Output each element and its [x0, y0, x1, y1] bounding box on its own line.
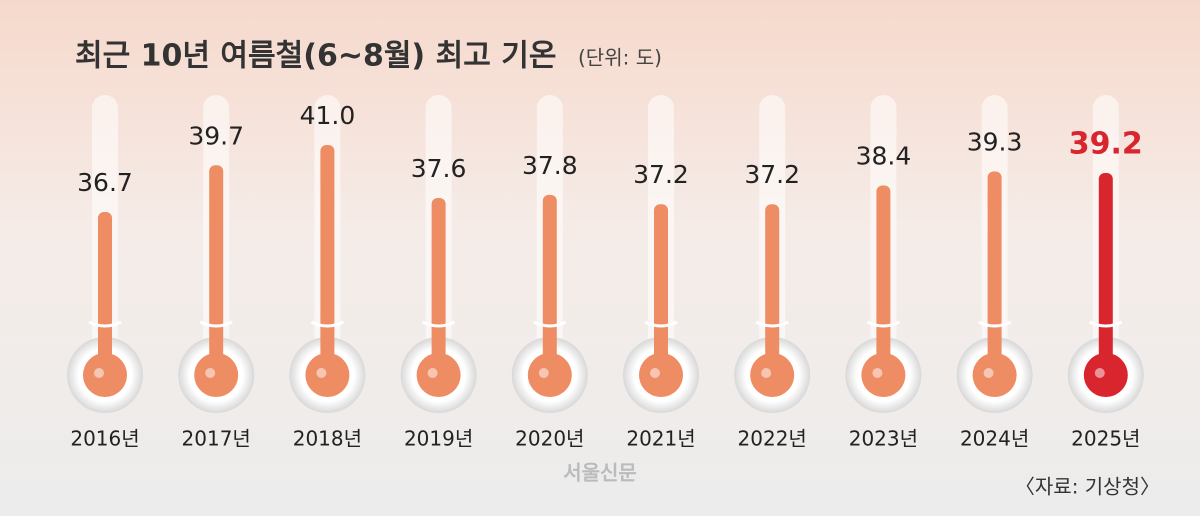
tube: [320, 145, 335, 375]
value-label: 39.2: [1069, 127, 1143, 162]
bulb-shine: [538, 368, 549, 378]
tube-break: [644, 320, 678, 328]
x-tick-label: 2016년: [70, 427, 139, 451]
x-tick-label: 2021년: [626, 427, 695, 451]
credit: 서울신문: [563, 461, 637, 485]
bulb-shine: [983, 368, 994, 378]
bulb-shine: [316, 368, 327, 378]
unit-label: (단위: 도): [578, 46, 662, 70]
x-tick-label: 2020년: [515, 427, 584, 451]
value-label: 39.7: [188, 121, 244, 150]
x-tick-label: 2023년: [849, 427, 918, 451]
bulb-shine: [94, 368, 104, 378]
bulb: [83, 353, 127, 397]
bulb-shine: [872, 368, 883, 378]
value-label: 39.3: [967, 127, 1023, 156]
tube-break: [88, 320, 122, 328]
bulb-shine: [427, 368, 438, 378]
value-label: 41.0: [300, 101, 356, 130]
value-label: 37.6: [411, 154, 467, 183]
value-label: 38.4: [856, 142, 912, 171]
tube-break: [421, 320, 456, 328]
bulb-shine: [761, 368, 772, 378]
bulb: [972, 353, 1017, 397]
tube-break: [866, 320, 901, 328]
x-tick-label: 2018년: [293, 427, 362, 451]
bulb: [861, 353, 906, 397]
tube-break: [310, 320, 345, 328]
bulb: [750, 353, 795, 397]
tube-break: [1089, 320, 1123, 328]
tube: [1098, 173, 1113, 375]
bulb: [416, 353, 461, 397]
bulb: [527, 353, 572, 397]
bulb: [194, 353, 239, 397]
tube-break: [533, 320, 567, 328]
bulb: [1083, 353, 1128, 397]
x-tick-label: 2022년: [738, 427, 807, 451]
tube: [542, 194, 557, 375]
tube: [431, 197, 446, 375]
value-label: 37.8: [522, 151, 578, 180]
tube-break: [977, 320, 1012, 328]
bulb: [639, 353, 683, 397]
bulb-shine: [205, 368, 216, 378]
tube: [987, 171, 1002, 375]
x-tick-label: 2025년: [1071, 427, 1140, 451]
tube: [765, 204, 780, 375]
bulb-shine: [650, 368, 660, 378]
value-label: 37.2: [744, 160, 800, 189]
value-label: 36.7: [77, 168, 133, 197]
source: 〈자료: 기상청〉: [1015, 475, 1160, 499]
tube: [209, 165, 224, 375]
tube: [876, 185, 891, 375]
tube: [654, 204, 668, 375]
x-tick-label: 2024년: [960, 427, 1029, 451]
tube: [98, 212, 112, 375]
tube-break: [755, 320, 789, 328]
tube-break: [199, 320, 233, 328]
bulb-shine: [1094, 368, 1105, 378]
chart-title: 최근 10년 여름철(6~8월) 최고 기온: [75, 39, 556, 74]
value-label: 37.2: [633, 160, 689, 189]
bulb: [305, 353, 350, 397]
x-tick-label: 2019년: [404, 427, 473, 451]
x-tick-label: 2017년: [182, 427, 251, 451]
